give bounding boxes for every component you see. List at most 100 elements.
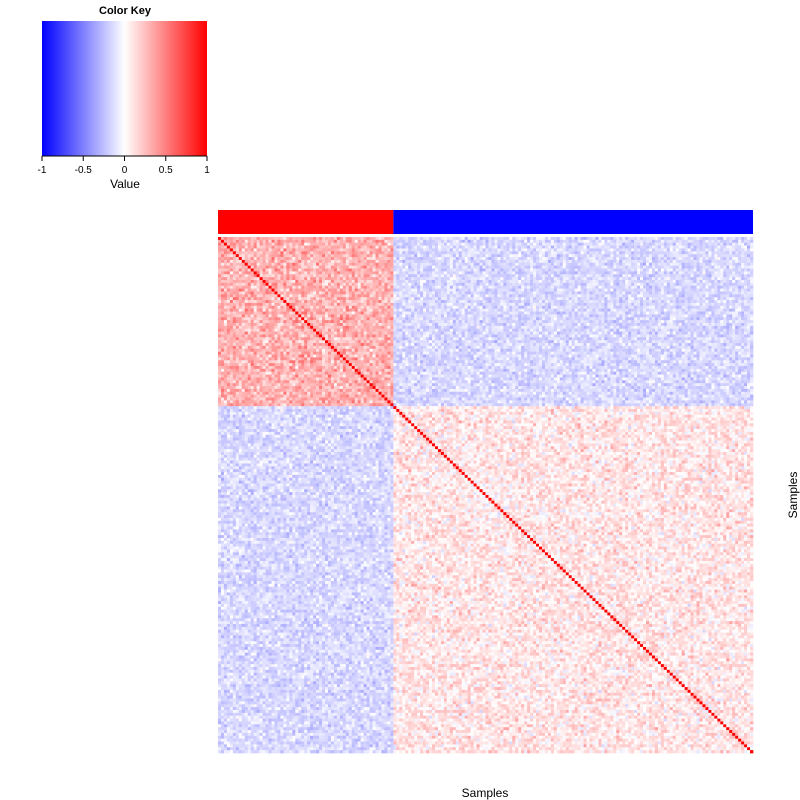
heatmap-cell [310,288,314,292]
heatmap-cell [446,285,451,289]
heatmap-cell [595,302,599,307]
heatmap-cell [640,308,644,312]
heatmap-cell [657,280,662,284]
heatmap-cell [396,248,400,252]
heatmap-cell [500,300,504,304]
heatmap-cell [657,308,662,312]
heatmap-cell [402,271,406,275]
heatmap-cell [556,242,561,246]
heatmap-cell [366,311,370,315]
heatmap-cell [319,248,323,252]
heatmap-cell [434,265,439,269]
heatmap-cell [634,239,638,244]
heatmap-cell [675,265,680,269]
heatmap-cell [577,300,581,304]
heatmap-cell [696,274,700,278]
heatmap-cell [512,311,516,315]
heatmap-cell [577,302,581,307]
heatmap-cell [443,277,448,281]
heatmap-cell [702,305,706,310]
heatmap-cell [319,239,323,244]
heatmap-cell [241,311,246,315]
heatmap-cell [666,288,671,292]
heatmap-cell [432,305,436,310]
heatmap-cell [369,257,373,261]
heatmap-cell [547,257,552,261]
heatmap-cell [253,314,257,318]
heatmap-cell [218,251,222,255]
heatmap-cell [369,311,373,315]
heatmap-cell [390,237,394,241]
heatmap-cell [601,302,605,307]
heatmap-cell [738,291,742,295]
heatmap-cell [256,251,260,255]
heatmap-cell [648,305,653,310]
heatmap-cell [482,237,486,241]
heatmap-cell [684,251,688,255]
heatmap-cell [322,257,326,261]
heatmap-cell [598,274,602,278]
heatmap-cell [280,245,284,249]
heatmap-cell [464,251,469,255]
heatmap-cell [286,297,290,301]
heatmap-cell [336,277,341,281]
heatmap-cell [702,300,706,304]
heatmap-cell [218,308,222,312]
heatmap-cell [536,277,540,281]
heatmap-cell [411,291,415,295]
heatmap-cell [250,242,255,246]
heatmap-cell [684,282,688,287]
heatmap-cell [503,251,507,255]
heatmap-cell [651,268,656,272]
heatmap-cell [226,257,231,261]
heatmap-cell [625,268,629,272]
heatmap-cell [369,242,373,246]
heatmap-cell [464,282,469,287]
heatmap-cell [717,248,721,252]
heatmap-cell [369,280,373,284]
heatmap-cell [381,242,385,246]
heatmap-cell [235,288,240,292]
heatmap-cell [497,257,501,261]
heatmap-cell [307,285,311,289]
heatmap-cell [452,314,457,318]
heatmap-cell [648,242,653,246]
heatmap-cell [488,291,492,295]
heatmap-cell [601,271,605,275]
heatmap-cell [336,308,341,312]
heatmap-cell [289,302,293,307]
heatmap-cell [244,265,249,269]
heatmap-cell [449,300,454,304]
heatmap-cell [702,291,706,295]
heatmap-cell [574,271,578,275]
heatmap-cell [325,291,329,295]
heatmap-cell [476,314,480,318]
heatmap-cell [488,239,492,244]
heatmap-cell [693,268,697,272]
heatmap-cell [363,300,367,304]
heatmap-cell [559,268,564,272]
heatmap-cell [684,311,688,315]
heatmap-cell [446,305,451,310]
heatmap-cell [637,242,641,246]
heatmap-cell [565,282,570,287]
heatmap-cell [423,254,427,258]
heatmap-cell [250,262,255,267]
heatmap-cell [375,277,379,281]
heatmap-cell [218,257,222,261]
heatmap-cell [568,237,573,241]
heatmap-cell [643,305,647,310]
heatmap-cell [369,300,373,304]
heatmap-cell [351,294,356,298]
heatmap-cell [714,288,718,292]
heatmap-cell [467,251,471,255]
heatmap-cell [390,282,394,287]
heatmap-cell [610,262,614,267]
heatmap-cell [295,268,299,272]
heatmap-cell [666,291,671,295]
heatmap-cell [286,242,290,246]
heatmap-cell [295,254,299,258]
heatmap-cell [357,300,362,304]
heatmap-cell [411,257,415,261]
heatmap-cell [530,262,534,267]
